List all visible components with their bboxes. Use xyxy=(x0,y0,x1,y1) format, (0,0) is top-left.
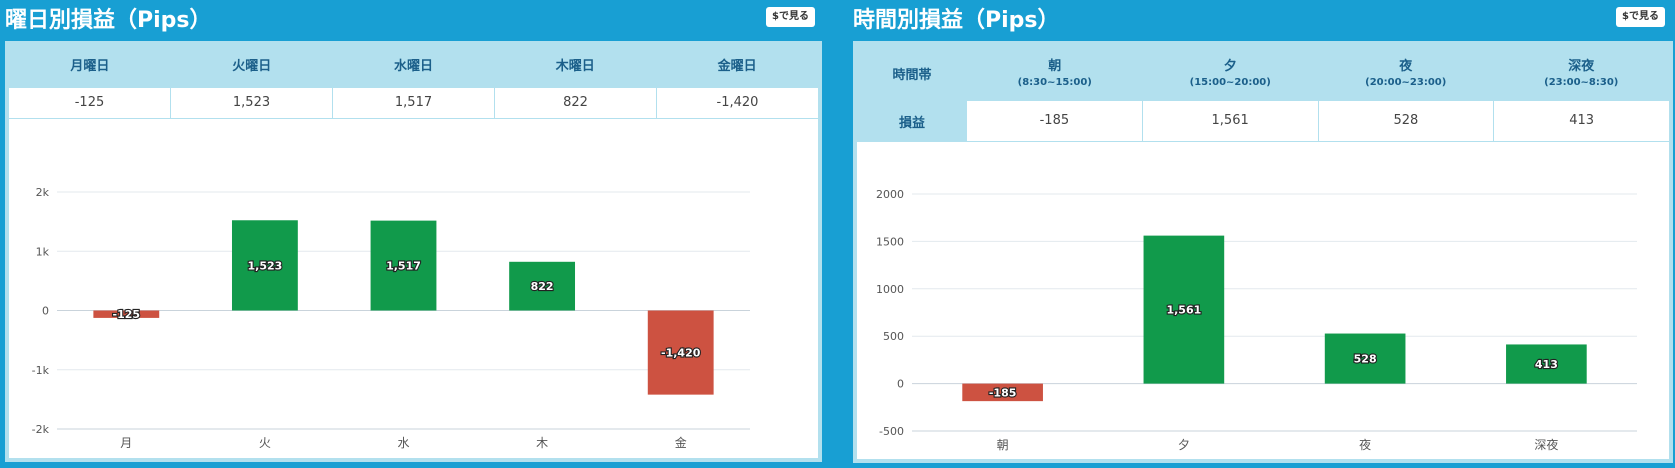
weekday-table-header: 月曜日 火曜日 水曜日 木曜日 金曜日 xyxy=(9,45,818,88)
bar xyxy=(1143,235,1225,384)
timezone-row-label-pnl: 損益 xyxy=(857,101,967,141)
y-tick-label: 2k xyxy=(36,186,50,199)
weekday-value-tue: 1,523 xyxy=(171,88,333,118)
timezone-table-header: 時間帯 朝 (8:30~15:00) 夕 (15:00~20:00) 夜 (20… xyxy=(857,45,1669,101)
timezone-header-range: (20:00~23:00) xyxy=(1365,77,1447,88)
y-tick-label: 1500 xyxy=(876,235,904,248)
bar xyxy=(1506,344,1587,384)
bar xyxy=(93,310,160,318)
x-tick-label: 夜 xyxy=(1359,437,1371,452)
x-tick-label: 金 xyxy=(675,435,687,450)
weekday-value-fri: -1,420 xyxy=(716,95,759,110)
bar xyxy=(509,261,576,311)
timezone-card: 時間帯 朝 (8:30~15:00) 夕 (15:00~20:00) 夜 (20… xyxy=(853,41,1673,463)
timezone-header-name: 夜 xyxy=(1399,59,1413,74)
weekday-value-mon: -125 xyxy=(9,88,171,118)
weekday-header-thu: 木曜日 xyxy=(555,59,595,74)
timezone-panel-title: 時間別損益（Pips） xyxy=(853,8,1060,33)
x-tick-label: 木 xyxy=(536,436,548,450)
y-tick-label: -500 xyxy=(879,425,904,438)
timezone-header-range: (15:00~20:00) xyxy=(1189,77,1271,88)
weekday-header-tue: 火曜日 xyxy=(232,59,272,74)
y-tick-label: 2000 xyxy=(876,188,904,201)
bar-data-label: 528 xyxy=(1354,353,1377,366)
bar-data-label: 1,517 xyxy=(386,260,421,273)
timezone-bar-chart: 2000 1500 1000 500 0 -500 -185 朝 1,561 夕 528 夜 413 深夜 xyxy=(876,188,1637,452)
timezone-table-row: 損益 -185 1,561 528 413 xyxy=(857,101,1669,142)
x-tick-label: 水 xyxy=(397,436,409,450)
timezone-header-range: (23:00~8:30) xyxy=(1544,77,1619,88)
weekday-header-fri: 金曜日 xyxy=(717,59,757,74)
timezone-header-name: 夕 xyxy=(1223,59,1237,74)
x-tick-label: 深夜 xyxy=(1534,437,1558,452)
y-tick-label: -1k xyxy=(32,364,50,377)
bar-data-label: -185 xyxy=(989,386,1017,399)
timezone-value-evening: 1,561 xyxy=(1143,101,1319,141)
weekday-card: 月曜日 火曜日 水曜日 木曜日 金曜日 -125 1,523 1,517 822… xyxy=(5,41,822,462)
weekday-table-row: -125 1,523 1,517 822 -1,420 xyxy=(9,88,818,119)
weekday-value-wed: 1,517 xyxy=(333,88,495,118)
weekday-panel-title: 曜日別損益（Pips） xyxy=(5,8,212,33)
timezone-header-evening: 夕 (15:00~20:00) xyxy=(1142,45,1318,101)
y-tick-label: 1000 xyxy=(876,283,904,296)
x-tick-label: 月 xyxy=(120,436,132,450)
bar xyxy=(370,220,437,311)
bar-data-label: -125 xyxy=(113,308,141,321)
timezone-header-late-night: 深夜 (23:00~8:30) xyxy=(1493,45,1669,101)
y-tick-label: 0 xyxy=(42,305,49,318)
bar-data-label: 1,523 xyxy=(248,259,283,272)
x-tick-label: 火 xyxy=(259,436,271,450)
weekday-header-wed: 水曜日 xyxy=(393,59,433,74)
x-tick-label: 夕 xyxy=(1178,438,1190,452)
timezone-header-range: (8:30~15:00) xyxy=(1017,77,1092,88)
bar-data-label: 413 xyxy=(1535,358,1558,371)
y-tick-label: 0 xyxy=(897,378,904,391)
weekday-panel: 曜日別損益（Pips） $で見る 月曜日 火曜日 水曜日 木曜日 金曜日 -12… xyxy=(0,0,829,468)
timezone-currency-button[interactable]: $で見る xyxy=(1616,7,1665,27)
bar xyxy=(647,310,714,395)
y-tick-label: 1k xyxy=(36,245,50,258)
timezone-value-morning: -185 xyxy=(967,101,1143,141)
x-tick-label: 朝 xyxy=(997,438,1009,452)
y-tick-label: 500 xyxy=(883,330,904,343)
bar xyxy=(962,383,1043,402)
bar-data-label: 822 xyxy=(531,280,554,293)
bar-data-label: 1,561 xyxy=(1166,304,1201,317)
weekday-currency-button[interactable]: $で見る xyxy=(766,7,815,27)
timezone-value-night: 528 xyxy=(1319,101,1495,141)
timezone-header-night: 夜 (20:00~23:00) xyxy=(1318,45,1494,101)
bar xyxy=(1324,333,1406,384)
bar-data-label: -1,420 xyxy=(661,347,701,360)
y-tick-label: -2k xyxy=(32,423,50,436)
weekday-header-mon: 月曜日 xyxy=(70,59,110,74)
timezone-panel: 時間別損益（Pips） $で見る 時間帯 朝 (8:30~15:00) 夕 (1… xyxy=(852,0,1675,468)
timezone-header-name: 朝 xyxy=(1048,59,1062,74)
timezone-header-name: 深夜 xyxy=(1568,59,1595,74)
timezone-value-late-night: 413 xyxy=(1569,113,1595,128)
timezone-header-morning: 朝 (8:30~15:00) xyxy=(967,45,1143,101)
weekday-value-thu: 822 xyxy=(495,88,657,118)
timezone-row-label-time: 時間帯 xyxy=(857,45,967,101)
weekday-bar-chart: 2k 1k 0 -1k -2k -125 月 1,523 火 1,517 水 822 木 -1,420 金 xyxy=(32,186,750,450)
bar xyxy=(231,220,298,311)
